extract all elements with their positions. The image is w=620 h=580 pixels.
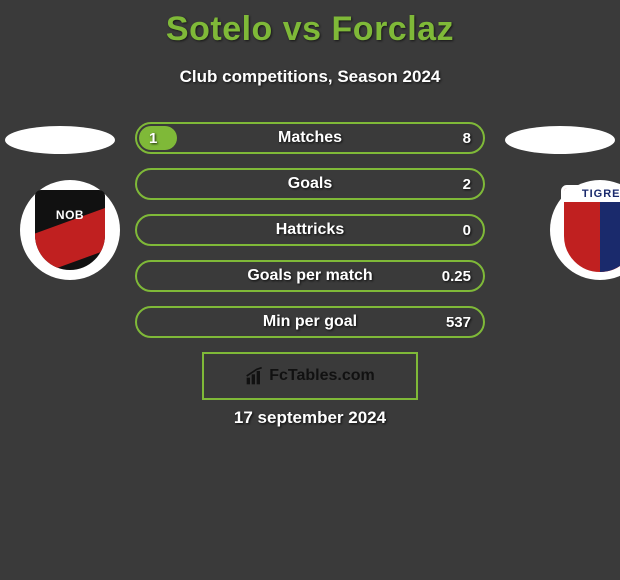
- stat-row-matches: 1 Matches 8: [135, 122, 485, 154]
- branding-label: FcTables.com: [269, 367, 375, 385]
- branding-text: FcTables.com: [245, 366, 375, 386]
- footer-date: 17 september 2024: [0, 408, 620, 428]
- spotlight-right: [505, 126, 615, 154]
- stat-right-value: 8: [463, 130, 471, 147]
- shield-nob-text: NOB: [35, 208, 105, 222]
- stat-right-value: 0.25: [442, 268, 471, 285]
- team-badge-left: NOB: [20, 180, 120, 280]
- page-subtitle: Club competitions, Season 2024: [0, 67, 620, 87]
- stat-row-goals: Goals 2: [135, 168, 485, 200]
- spotlight-left: [5, 126, 115, 154]
- stat-label: Goals: [288, 175, 332, 193]
- stat-right-value: 0: [463, 222, 471, 239]
- stat-row-gpm: Goals per match 0.25: [135, 260, 485, 292]
- stat-row-hattricks: Hattricks 0: [135, 214, 485, 246]
- shield-nob: NOB: [35, 190, 105, 270]
- stat-fill: [139, 126, 177, 150]
- stat-label: Min per goal: [263, 313, 357, 331]
- page-title: Sotelo vs Forclaz: [0, 0, 620, 49]
- chart-icon: [245, 366, 265, 386]
- shield-tigre-text: TIGRE: [561, 186, 620, 202]
- stat-row-mpg: Min per goal 537: [135, 306, 485, 338]
- shield-tigre: TIGRE: [561, 185, 620, 275]
- team-badge-right: TIGRE: [550, 180, 620, 280]
- stat-label: Hattricks: [276, 221, 344, 239]
- stat-left-value: 1: [149, 130, 157, 147]
- stat-label: Matches: [278, 129, 342, 147]
- stat-right-value: 537: [446, 314, 471, 331]
- stat-right-value: 2: [463, 176, 471, 193]
- stat-label: Goals per match: [247, 267, 372, 285]
- branding-box: FcTables.com: [202, 352, 418, 400]
- stats-container: 1 Matches 8 Goals 2 Hattricks 0 Goals pe…: [135, 122, 485, 352]
